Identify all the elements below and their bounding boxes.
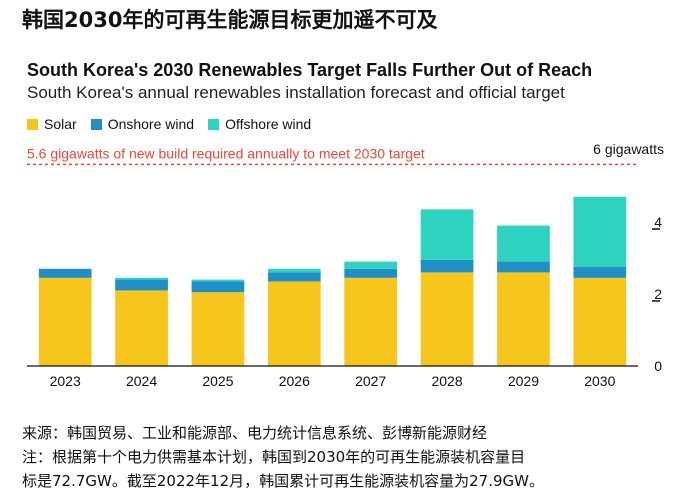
bar-offshore-wind (267, 268, 321, 273)
bar-onshore-wind (344, 268, 398, 278)
bar-solar (38, 277, 92, 366)
bar-solar (115, 290, 168, 366)
bar-offshore-wind (115, 277, 168, 280)
bar-solar (191, 292, 245, 366)
bar-offshore-wind (420, 209, 474, 260)
legend-label-offshore-wind: Offshore wind (225, 116, 312, 132)
legend-item-onshore-wind: Onshore wind (90, 116, 195, 132)
x-tick-label: 2028 (431, 373, 462, 389)
bar-offshore-wind (497, 225, 550, 262)
chart-subtitle: South Korea's annual renewables installa… (27, 83, 565, 102)
x-tick-label: 2023 (50, 373, 81, 389)
bar-solar (420, 272, 474, 366)
bar-onshore-wind (191, 281, 245, 293)
legend-label-solar: Solar (44, 116, 77, 132)
footer: 来源：韩国贸易、工业和能源部、电力统计信息系统、彭博新能源财经 注：根据第十个电… (22, 421, 544, 493)
bar-onshore-wind (115, 279, 168, 291)
bar-offshore-wind (344, 261, 398, 269)
x-tick-label: 2029 (508, 373, 539, 389)
bar-offshore-wind (573, 196, 627, 267)
legend-swatch-onshore-wind (90, 118, 102, 130)
x-tick-label: 2024 (126, 373, 157, 389)
bar-solar (573, 277, 627, 366)
bar-solar (267, 281, 321, 366)
legend: Solar Onshore wind Offshore wind (27, 116, 311, 132)
legend-item-solar: Solar (27, 116, 77, 132)
stacked-bar-chart: 6 gigawatts 0 2 4 5.6 gigawatts of new build… (27, 141, 664, 389)
y-tick-label: 0 (654, 358, 662, 374)
footnote-line-2: 标是72.7GW。截至2022年12月，韩国累计可再生能源装机容量为27.9GW… (22, 472, 544, 490)
legend-item-offshore-wind: Offshore wind (208, 116, 311, 132)
target-label: 5.6 gigawatts of new build required annu… (27, 145, 425, 161)
x-tick-label: 2027 (355, 373, 386, 389)
bar-onshore-wind (420, 259, 474, 273)
bar-onshore-wind (497, 261, 550, 273)
legend-swatch-offshore-wind (208, 118, 220, 130)
bar-solar (497, 272, 550, 366)
x-tick-label: 2025 (202, 373, 233, 389)
bar-offshore-wind (191, 279, 245, 282)
chinese-title: 韩国2030年的可再生能源目标更加遥不可及 (22, 8, 438, 32)
x-tick-label: 2026 (279, 373, 310, 389)
x-tick-label: 2030 (584, 373, 615, 389)
source-note: 来源：韩国贸易、工业和能源部、电力统计信息系统、彭博新能源财经 (22, 424, 488, 442)
chart-title: South Korea's 2030 Renewables Target Fal… (27, 60, 593, 80)
bar-onshore-wind (38, 268, 92, 278)
bar-onshore-wind (573, 267, 627, 278)
y-tick-label: 4 (654, 214, 662, 230)
legend-swatch-solar (27, 118, 38, 130)
legend-label-onshore-wind: Onshore wind (107, 116, 195, 132)
bar-solar (344, 277, 398, 366)
y-axis-unit-label: 6 gigawatts (593, 141, 664, 157)
footnote-line-1: 注：根据第十个电力供需基本计划，韩国到2030年的可再生能源装机容量目 (22, 448, 526, 466)
y-tick-label: 2 (654, 286, 662, 302)
bar-onshore-wind (267, 272, 321, 282)
